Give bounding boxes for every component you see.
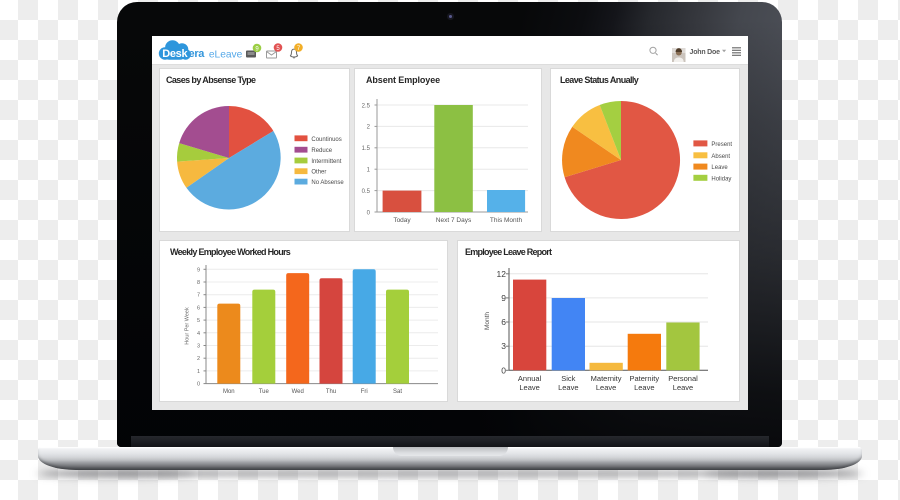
svg-text:Next 7 Days: Next 7 Days [436,217,472,224]
svg-text:7: 7 [197,293,200,299]
svg-text:Desk: Desk [162,48,188,60]
svg-text:Month: Month [484,312,491,330]
svg-text:John Doe: John Doe [690,49,721,56]
svg-text:Sat: Sat [393,389,402,395]
svg-text:Countinuos: Countinuos [311,137,341,143]
svg-text:0: 0 [367,210,371,216]
svg-text:No Absense: No Absense [311,180,344,186]
svg-text:Leave: Leave [711,165,728,171]
svg-text:Leave: Leave [519,383,539,392]
svg-text:6: 6 [501,317,506,327]
svg-text:Wed: Wed [292,389,304,395]
svg-text:Sick: Sick [561,374,575,383]
svg-text:This Month: This Month [490,217,523,224]
svg-text:9: 9 [501,293,506,303]
svg-text:Annual: Annual [518,374,542,383]
svg-text:7: 7 [297,46,301,52]
svg-text:Present: Present [711,142,732,148]
svg-text:Intermittent: Intermittent [311,159,341,165]
svg-text:Leave: Leave [558,383,578,392]
svg-text:0: 0 [197,382,200,388]
svg-text:9: 9 [255,46,259,52]
svg-text:Thu: Thu [326,389,336,395]
svg-text:2: 2 [367,125,371,131]
svg-text:2.5: 2.5 [362,103,371,109]
svg-text:Mon: Mon [223,389,235,395]
svg-text:Other: Other [311,170,326,176]
svg-text:era: era [189,48,206,60]
svg-text:1: 1 [367,168,371,174]
svg-text:0: 0 [501,365,506,375]
svg-text:Today: Today [393,217,411,224]
svg-text:5: 5 [276,46,280,52]
svg-text:2: 2 [197,356,200,362]
svg-text:1.5: 1.5 [362,146,371,152]
svg-text:Tue: Tue [259,389,270,395]
svg-text:Absent: Absent [711,154,730,160]
svg-text:5: 5 [197,318,200,324]
svg-text:0.5: 0.5 [362,189,371,195]
svg-text:9: 9 [197,267,200,273]
svg-text:Maternity: Maternity [591,374,622,383]
svg-text:Holiday: Holiday [711,176,731,182]
svg-text:Leave: Leave [673,383,693,392]
svg-text:3: 3 [501,341,506,351]
svg-text:Reduce: Reduce [311,148,332,154]
svg-text:eLeave: eLeave [209,49,243,60]
svg-text:Leave: Leave [596,383,616,392]
svg-text:Leave: Leave [634,383,654,392]
svg-text:8: 8 [197,280,200,286]
svg-text:Fri: Fri [361,389,368,395]
svg-text:3: 3 [197,344,200,350]
svg-text:12: 12 [497,269,507,279]
svg-text:4: 4 [197,331,200,337]
svg-text:1: 1 [197,369,200,375]
svg-text:Personal: Personal [668,374,698,383]
svg-text:Hour Per Week: Hour Per Week [185,307,191,345]
svg-text:6: 6 [197,305,200,311]
svg-text:Paternity: Paternity [629,374,659,383]
